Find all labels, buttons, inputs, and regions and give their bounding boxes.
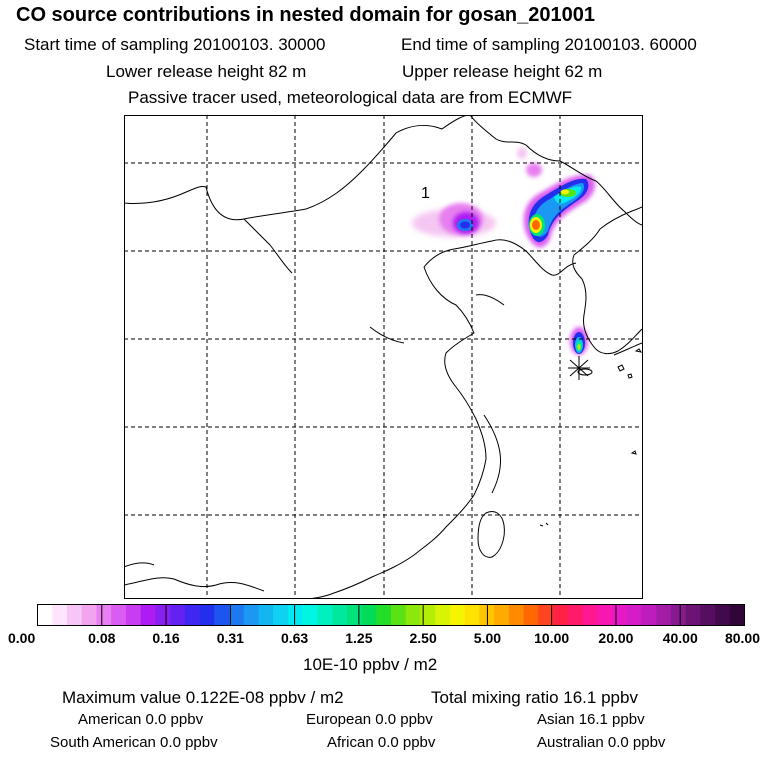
colorbar-cell — [464, 604, 480, 626]
colorbar-tick-label: 0.63 — [280, 630, 309, 646]
end-time-label: End time of sampling 20100103. 60000 — [401, 35, 697, 54]
lower-release-label: Lower release height 82 m — [106, 62, 307, 81]
region-south-american: South American 0.0 ppbv — [50, 734, 218, 751]
colorbar-cell — [597, 604, 613, 626]
colorbar-cell — [449, 604, 465, 626]
region-asian: Asian 16.1 ppbv — [537, 711, 645, 728]
island-outline — [577, 368, 593, 376]
colorbar-tick-label: 0.08 — [88, 630, 116, 646]
colorbar-tick-label: 0.16 — [152, 630, 180, 646]
colorbar-cell — [199, 604, 215, 626]
colorbar-cell — [228, 604, 245, 626]
colorbar-cell — [376, 604, 392, 626]
colorbar-cell — [287, 604, 303, 626]
colorbar-cell — [567, 604, 583, 626]
concentration-plume-korea — [570, 327, 588, 355]
colorbar-cell — [405, 604, 421, 626]
coastlines — [613, 342, 642, 356]
trajectory-marker-label: 1 — [421, 185, 430, 202]
colorbar-tick-label: 80.00 — [724, 630, 760, 646]
map-frame — [124, 115, 643, 599]
figure-title: CO source contributions in nested domain… — [16, 4, 596, 26]
colorbar-cell — [317, 604, 333, 626]
colorbar-cell — [243, 604, 259, 626]
colorbar-cell — [140, 604, 156, 626]
map-gridlines — [124, 115, 642, 598]
colorbar-cell — [582, 604, 598, 626]
colorbar-cell — [96, 604, 112, 626]
colorbar-cell — [111, 604, 127, 626]
colorbar-cell — [37, 604, 53, 626]
region-australian: Australian 0.0 ppbv — [537, 734, 666, 751]
colorbar-cell — [125, 604, 141, 626]
colorbar-tick-label: 10.00 — [534, 630, 570, 646]
colorbar-cell — [611, 604, 627, 626]
region-american: American 0.0 ppbv — [78, 711, 204, 728]
colorbar-cell — [332, 604, 348, 626]
colorbar-cell — [508, 604, 524, 626]
asterisk-icon — [568, 356, 590, 380]
colorbar-cell — [391, 604, 407, 626]
region-european: European 0.0 ppbv — [306, 711, 433, 728]
colorbar-cell — [715, 604, 731, 626]
region-african: African 0.0 ppbv — [327, 734, 436, 751]
colorbar-cell — [170, 604, 186, 626]
colorbar-cell — [184, 604, 200, 626]
colorbar-cell — [155, 604, 171, 626]
colorbar-cell — [523, 604, 539, 626]
colorbar-cell — [435, 604, 451, 626]
colorbar-cell — [420, 604, 436, 626]
colorbar-cell — [670, 604, 686, 626]
taiwan-outline — [477, 511, 505, 558]
concentration-plume-west — [412, 203, 496, 237]
footprint-map: 1 — [124, 115, 643, 599]
upper-release-label: Upper release height 62 m — [402, 62, 603, 81]
colorbar-cell — [700, 604, 716, 626]
colorbar-tick-label: 0.31 — [216, 630, 244, 646]
concentration-plume-northeast — [517, 147, 595, 248]
colorbar-tick-label: 2.50 — [409, 630, 437, 646]
colorbar-cell — [538, 604, 554, 626]
tracer-note: Passive tracer used, meteorological data… — [128, 88, 573, 107]
colorbar-cell — [273, 604, 289, 626]
colorbar-tick-label: 40.00 — [662, 630, 698, 646]
colorbar-cell — [258, 604, 274, 626]
colorbar-cell — [641, 604, 657, 626]
colorbar-cell — [361, 604, 377, 626]
colorbar-cell — [81, 604, 97, 626]
colorbar-cell — [729, 604, 745, 626]
colorbar-cell — [479, 604, 495, 626]
colorbar-tick-label: 0.00 — [8, 630, 36, 646]
colorbar-tick-label: 1.25 — [345, 630, 373, 646]
colorbar-cell — [302, 604, 318, 626]
island-outline — [539, 348, 642, 527]
start-time-label: Start time of sampling 20100103. 30000 — [24, 35, 326, 54]
colorbar — [37, 604, 745, 626]
colorbar-cell — [346, 604, 362, 626]
colorbar-cell — [656, 604, 672, 626]
colorbar-cell — [494, 604, 510, 626]
coastlines — [599, 206, 642, 230]
colorbar-tick-label: 5.00 — [473, 630, 502, 646]
colorbar-tick-label: 20.00 — [598, 630, 634, 646]
max-value-label: Maximum value 0.122E-08 ppbv / m2 — [62, 688, 344, 707]
colorbar-cell — [214, 604, 230, 626]
colorbar-unit-label: 10E-10 ppbv / m2 — [303, 655, 438, 674]
colorbar-cell — [626, 604, 642, 626]
colorbar-cell — [553, 604, 569, 626]
colorbar-cell — [685, 604, 701, 626]
colorbar-cell — [66, 604, 82, 626]
total-mixing-ratio-label: Total mixing ratio 16.1 ppbv — [431, 688, 638, 707]
colorbar-cell — [52, 604, 68, 626]
